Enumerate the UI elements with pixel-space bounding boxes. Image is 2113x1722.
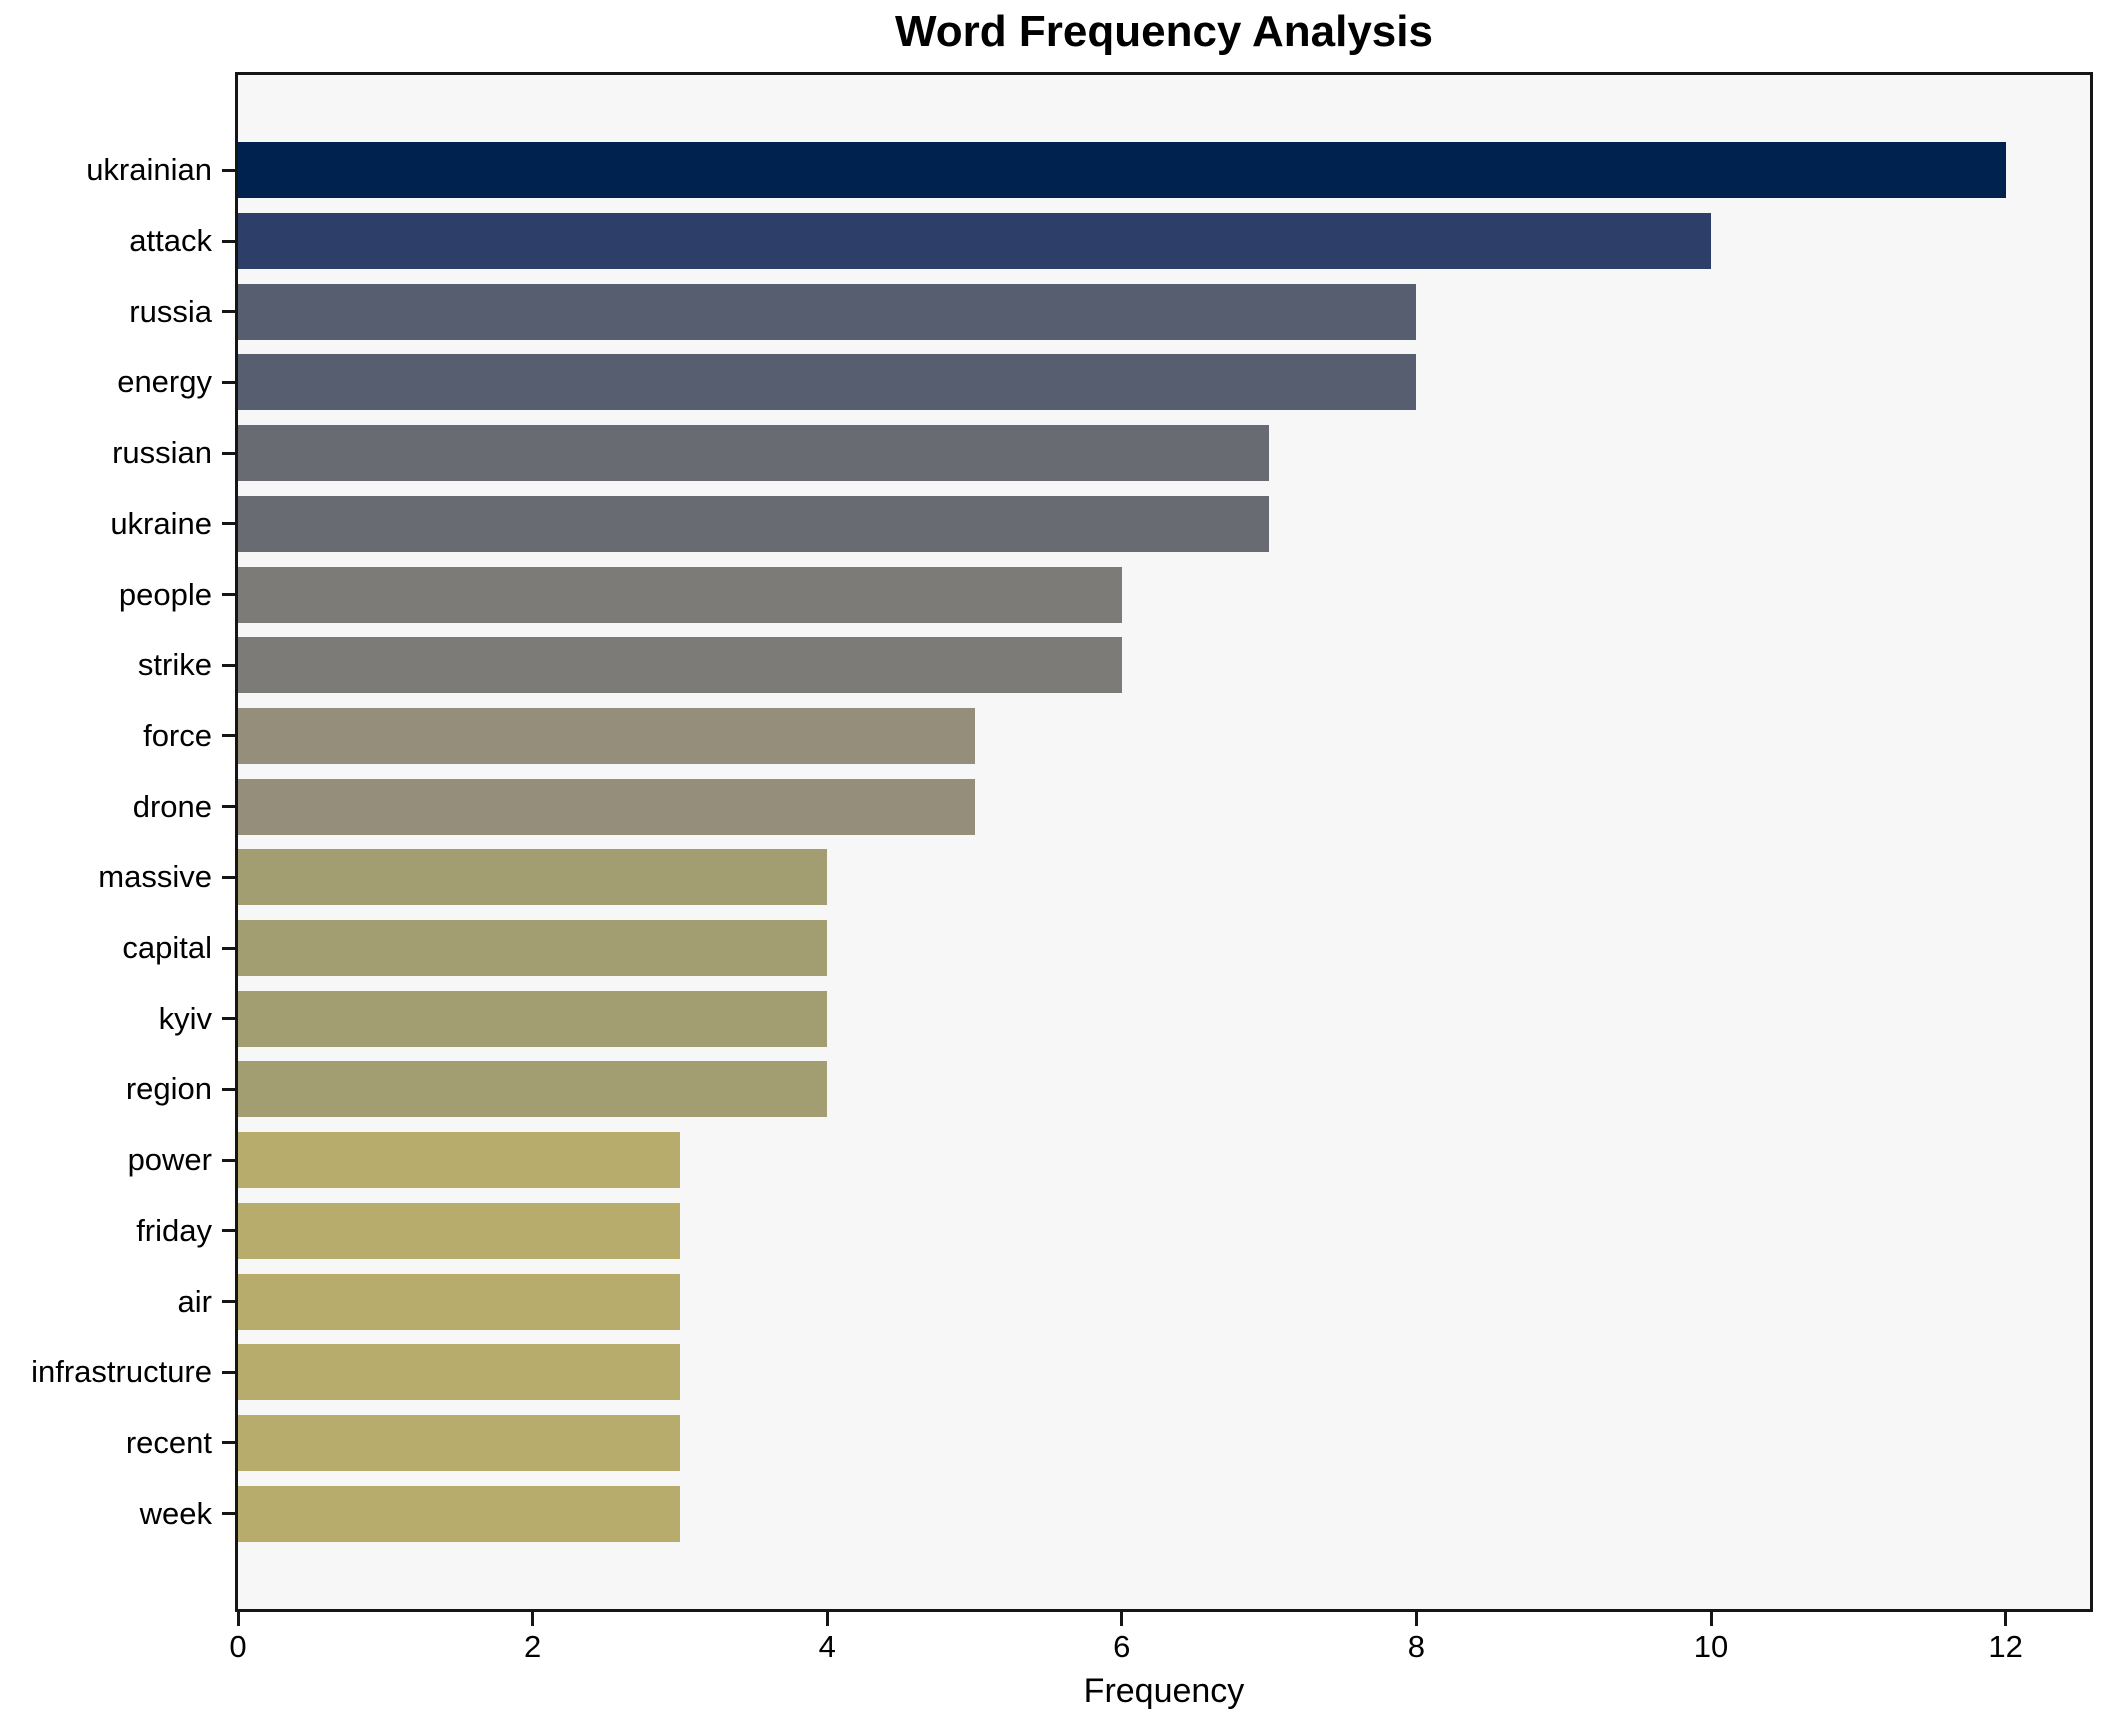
x-tick-mark [236, 1612, 240, 1626]
bar-drone [238, 778, 975, 835]
y-tick-label-russian: russian [112, 435, 212, 471]
y-tick-mark [222, 1370, 235, 1374]
bar-force [238, 707, 975, 764]
bar-ukraine [238, 495, 1269, 552]
y-tick-mark [222, 663, 235, 667]
y-tick-mark [222, 1512, 235, 1516]
bar-power [238, 1132, 680, 1189]
y-tick-label-ukraine: ukraine [110, 505, 212, 541]
y-tick-mark [222, 451, 235, 455]
bar-friday [238, 1202, 680, 1259]
x-tick-label-4: 4 [818, 1629, 836, 1664]
x-tick-mark [1414, 1612, 1418, 1626]
y-tick-label-massive: massive [98, 859, 212, 895]
y-tick-mark [222, 168, 235, 172]
y-tick-label-drone: drone [132, 788, 212, 824]
x-tick-label-12: 12 [1988, 1629, 2023, 1664]
y-tick-mark [222, 1441, 235, 1445]
y-tick-mark [222, 946, 235, 950]
y-tick-mark [222, 380, 235, 384]
y-tick-mark [222, 1087, 235, 1091]
y-tick-label-russia: russia [129, 293, 212, 329]
bar-air [238, 1273, 680, 1330]
y-tick-label-strike: strike [137, 647, 212, 683]
x-tick-mark [1120, 1612, 1124, 1626]
bar-region [238, 1061, 827, 1118]
x-tick-label-2: 2 [523, 1629, 542, 1664]
y-tick-label-power: power [127, 1142, 212, 1178]
x-tick-mark [1709, 1612, 1713, 1626]
bar-capital [238, 920, 827, 977]
bar-ukrainian [238, 142, 2006, 199]
bar-energy [238, 354, 1416, 411]
plot-area [235, 72, 2093, 1612]
x-tick-label-6: 6 [1113, 1629, 1131, 1664]
bar-russia [238, 283, 1416, 340]
bar-recent [238, 1414, 680, 1471]
y-tick-label-ukrainian: ukrainian [86, 152, 212, 188]
y-tick-label-attack: attack [129, 223, 212, 259]
y-tick-label-friday: friday [136, 1212, 212, 1248]
bar-attack [238, 213, 1711, 270]
y-tick-mark [222, 310, 235, 314]
y-tick-label-region: region [125, 1071, 212, 1107]
x-tick-mark [531, 1612, 535, 1626]
y-tick-label-energy: energy [117, 364, 212, 400]
y-tick-mark [222, 239, 235, 243]
y-tick-label-capital: capital [122, 930, 212, 966]
x-tick-mark [825, 1612, 829, 1626]
chart-title: Word Frequency Analysis [895, 7, 1433, 56]
bar-strike [238, 637, 1122, 694]
y-tick-label-recent: recent [125, 1424, 212, 1460]
y-tick-mark [222, 1017, 235, 1021]
x-tick-label-8: 8 [1407, 1629, 1426, 1664]
x-tick-label-10: 10 [1693, 1629, 1729, 1664]
bar-people [238, 566, 1122, 623]
y-tick-mark [222, 1158, 235, 1162]
x-tick-mark [2004, 1612, 2008, 1626]
y-tick-label-infrastructure: infrastructure [31, 1354, 212, 1390]
y-tick-label-kyiv: kyiv [158, 1000, 212, 1036]
bar-kyiv [238, 990, 827, 1047]
y-tick-label-people: people [118, 576, 212, 612]
y-tick-mark [222, 1300, 235, 1304]
x-tick-label-0: 0 [229, 1629, 247, 1664]
bar-infrastructure [238, 1344, 680, 1401]
bar-week [238, 1485, 680, 1542]
y-tick-label-force: force [143, 717, 212, 753]
x-axis-label: Frequency [1083, 1672, 1245, 1710]
y-tick-mark [222, 875, 235, 879]
y-tick-label-week: week [139, 1495, 212, 1531]
y-tick-mark [222, 1229, 235, 1233]
bar-massive [238, 849, 827, 906]
bar-russian [238, 425, 1269, 482]
y-tick-mark [222, 593, 235, 597]
y-tick-mark [222, 734, 235, 738]
y-tick-mark [222, 522, 235, 526]
y-tick-label-air: air [177, 1283, 212, 1319]
y-tick-mark [222, 805, 235, 809]
